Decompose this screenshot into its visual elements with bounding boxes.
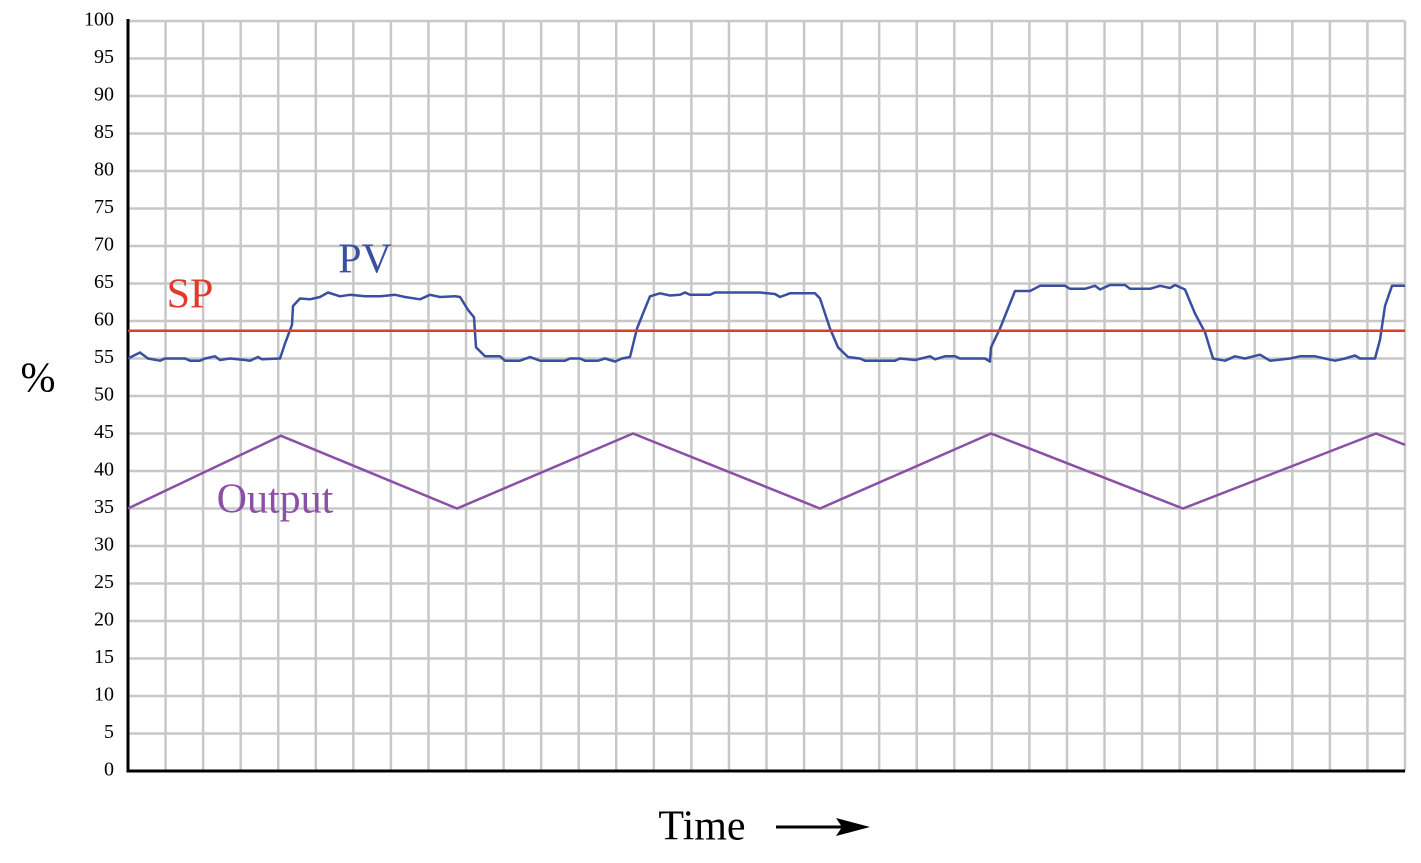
x-axis-label: Time bbox=[658, 804, 745, 850]
y-tick-label: 10 bbox=[94, 684, 114, 706]
y-tick-label: 90 bbox=[94, 84, 114, 106]
series-line bbox=[127, 283, 1405, 363]
y-tick-label: 5 bbox=[104, 721, 114, 743]
y-tick-label: 40 bbox=[94, 459, 114, 481]
y-tick-label: 15 bbox=[94, 646, 114, 668]
series-label: SP bbox=[167, 272, 214, 318]
y-tick-label: 45 bbox=[94, 421, 114, 443]
series-line bbox=[127, 432, 1406, 510]
y-tick-label: 100 bbox=[84, 9, 114, 31]
y-tick-label: 0 bbox=[104, 759, 114, 781]
y-tick-label: 25 bbox=[94, 571, 114, 593]
y-tick-label: 20 bbox=[94, 609, 114, 631]
y-tick-label: 35 bbox=[94, 496, 114, 518]
y-tick-label: 50 bbox=[94, 384, 114, 406]
arrow-head bbox=[836, 818, 870, 836]
time-arrow bbox=[776, 818, 870, 836]
y-axis-label: % bbox=[21, 356, 56, 402]
series-label: Output bbox=[217, 477, 334, 523]
y-tick-label: 75 bbox=[94, 196, 114, 218]
y-tick-label: 85 bbox=[94, 121, 114, 143]
y-tick-label: 30 bbox=[94, 534, 114, 556]
y-tick-label: 55 bbox=[94, 346, 114, 368]
y-tick-label: 80 bbox=[94, 159, 114, 181]
y-tick-label: 70 bbox=[94, 234, 114, 256]
y-tick-label: 65 bbox=[94, 271, 114, 293]
y-tick-label: 95 bbox=[94, 46, 114, 68]
y-tick-label: 60 bbox=[94, 309, 114, 331]
series-label: PV bbox=[338, 237, 392, 283]
